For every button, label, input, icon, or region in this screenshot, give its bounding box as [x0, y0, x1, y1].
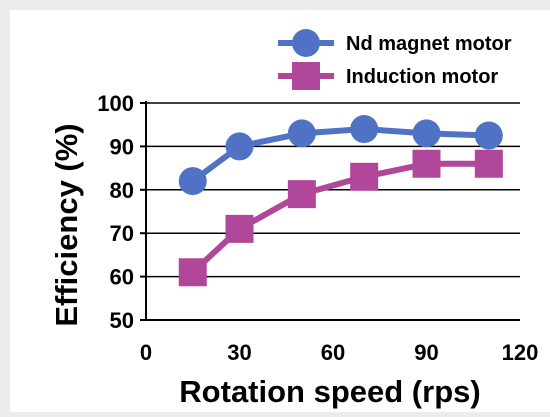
data-point-nd-magnet-motor-2	[287, 119, 316, 148]
data-point-nd-magnet-motor-5	[474, 121, 503, 150]
y-tick-label-60: 60	[110, 265, 134, 290]
y-tick-label-70: 70	[110, 221, 134, 246]
axes	[140, 101, 520, 321]
data-point-induction-motor-5	[474, 149, 503, 178]
chart-frame: 50 60 70 80 90 100 0 30 60 90 120 Nd magnet motor I…	[10, 10, 550, 412]
data-point-induction-motor-1	[225, 214, 254, 243]
grid-lines	[146, 102, 520, 278]
y-axis-label: Efficiency (%)	[49, 123, 84, 326]
legend-marker-induction-motor	[292, 62, 320, 90]
x-tick-label-30: 30	[227, 340, 251, 365]
y-tick-label-90: 90	[110, 134, 134, 159]
legend-marker-nd-magnet-motor	[292, 29, 320, 57]
x-tick-label-0: 0	[140, 340, 152, 365]
data-point-induction-motor-3	[350, 162, 379, 191]
data-point-induction-motor-4	[412, 149, 441, 178]
data-point-nd-magnet-motor-3	[350, 115, 379, 144]
tick-labels: 50 60 70 80 90 100 0 30 60 90 120	[97, 91, 538, 365]
y-tick-label-100: 100	[97, 91, 134, 116]
data-point-induction-motor-0	[178, 258, 207, 287]
data-point-induction-motor-2	[287, 180, 316, 209]
legend-label-induction-motor: Induction motor	[346, 66, 498, 88]
x-tick-label-90: 90	[414, 340, 438, 365]
data-point-nd-magnet-motor-4	[412, 119, 441, 148]
data-point-nd-magnet-motor-0	[178, 167, 207, 196]
legend-label-nd-magnet-motor: Nd magnet motor	[346, 33, 512, 55]
data-point-nd-magnet-motor-1	[225, 132, 254, 161]
y-tick-label-80: 80	[110, 178, 134, 203]
series	[178, 115, 503, 287]
x-tick-label-60: 60	[321, 340, 345, 365]
legend: Nd magnet motor Induction motor	[278, 29, 512, 90]
x-axis-label: Rotation speed (rps)	[179, 374, 480, 409]
y-tick-label-50: 50	[110, 308, 134, 333]
x-tick-label-120: 120	[502, 340, 539, 365]
efficiency-chart: 50 60 70 80 90 100 0 30 60 90 120 Nd magnet motor I…	[49, 29, 538, 409]
